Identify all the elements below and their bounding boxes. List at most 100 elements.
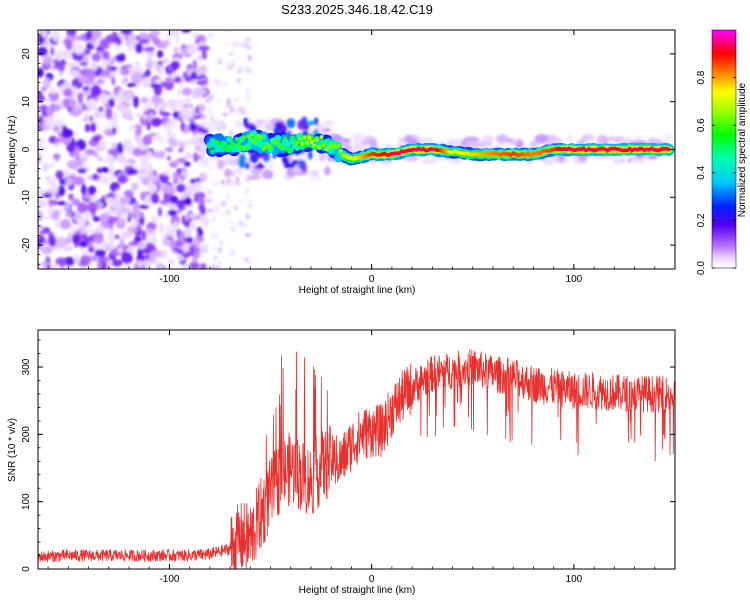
spectrogram-cell: [237, 77, 241, 83]
spectrogram-cell: [233, 205, 238, 210]
spectrogram-cell: [81, 183, 87, 196]
spectrogram-cell: [38, 209, 43, 222]
spectrogram-cell: [161, 238, 171, 246]
spectrogram-cell: [245, 260, 252, 264]
spectrogram-cell: [200, 156, 216, 162]
spectrogram-cell: [38, 110, 42, 118]
spectrogram-cell: [99, 213, 110, 223]
spectrogram-cell: [147, 221, 157, 230]
spectrogram-ridge-track: [203, 129, 675, 166]
spectrogram-cell: [130, 220, 139, 228]
ridge-cell: [222, 146, 227, 151]
ridge-cell: [295, 141, 300, 145]
spectrogram-cell: [236, 69, 242, 75]
spectrogram-cell: [105, 107, 113, 120]
spectrogram-cell: [224, 40, 229, 46]
spectrogram-cell: [119, 67, 131, 76]
spectrogram-cell: [219, 240, 224, 246]
ridge-cell: [244, 145, 249, 150]
colorbar-label: Normalized spectral amplitude: [737, 82, 748, 217]
spectrogram-cell: [45, 106, 55, 117]
spectrogram-cell: [170, 195, 179, 205]
spectrogram-cell: [87, 246, 95, 253]
spectrogram-cell: [141, 176, 151, 186]
spectrogram-cell: [140, 157, 148, 167]
spectrogram-cell: [566, 134, 573, 142]
spectrogram-cell: [63, 246, 73, 251]
spectrogram-cell: [177, 157, 187, 164]
spectrogram-cell: [145, 60, 154, 70]
spectrogram-cell: [152, 176, 157, 185]
spectrogram-cell: [224, 168, 232, 178]
spectrogram-cell: [184, 97, 191, 104]
spectrogram-cell: [107, 231, 116, 243]
spectrogram-cell: [117, 247, 123, 254]
spectrogram-cell: [181, 30, 192, 33]
spectrogram-cell: [238, 168, 244, 176]
spectrogram-cell: [77, 202, 88, 214]
spectrogram-cell: [182, 71, 188, 79]
spectrogram-cell: [90, 122, 97, 133]
spectrogram-cell: [91, 30, 102, 39]
spectrogram-cell: [42, 43, 54, 48]
spectrogram-cell: [608, 136, 615, 141]
spectrogram-cell: [244, 188, 250, 195]
spectrogram-cell: [84, 148, 96, 156]
spectrogram-cell: [47, 199, 58, 204]
spectrogram-cell: [66, 142, 76, 153]
spectrogram-cell: [351, 133, 366, 143]
spectrogram-cell: [65, 38, 72, 50]
x-tick-label: 100: [566, 574, 583, 585]
spectrogram-cell: [243, 257, 249, 261]
snr-y-label: SNR (10 * v/v): [7, 418, 18, 482]
ridge-cell: [294, 144, 301, 151]
spectrogram-cell: [132, 147, 143, 157]
spectrogram-cell: [176, 183, 186, 193]
spectrogram-cell: [124, 140, 133, 149]
spectrogram-cell: [196, 226, 202, 233]
spectrogram-cell: [596, 136, 604, 146]
spectrogram-cell: [117, 174, 128, 184]
spectrogram-cell: [38, 106, 44, 111]
spectrogram-cell: [180, 121, 185, 132]
spectrogram-cell: [238, 198, 243, 204]
spectrogram-cell: [42, 193, 53, 198]
spectrogram-cell: [99, 92, 109, 104]
spectrogram-cell: [246, 199, 253, 204]
ridge-cell: [268, 144, 273, 149]
spectrogram-cell: [132, 96, 139, 108]
ridge-cell: [300, 141, 305, 146]
spectrogram-cell: [71, 233, 81, 244]
spectrogram-cell: [144, 242, 156, 252]
spectrogram-cell: [104, 129, 114, 136]
spectrogram-cell: [194, 250, 201, 259]
y-tick-label: 200: [21, 426, 32, 443]
spectrogram-cell: [38, 94, 46, 103]
spectrogram-cell: [89, 240, 94, 248]
spectrogram-cell: [173, 159, 180, 166]
spectrogram-cell: [187, 64, 194, 70]
ridge-cell: [290, 135, 295, 140]
spectrogram-cell: [81, 249, 89, 256]
spectrogram-cell: [173, 220, 178, 231]
ridge-cell: [220, 140, 224, 145]
spectrogram-cell: [126, 82, 137, 88]
spectrogram-cell: [151, 249, 162, 258]
spectrogram-cell: [121, 252, 133, 264]
spectrogram-cell: [111, 77, 116, 86]
spectrogram-cell: [59, 59, 67, 67]
spectrogram-cell: [54, 138, 62, 144]
spectrogram-cell: [40, 243, 51, 249]
spectrogram-cell: [83, 113, 90, 123]
spectrogram-cell: [61, 128, 73, 139]
spectrogram-cell: [172, 132, 177, 141]
spectrogram-cell: [161, 58, 169, 64]
spectrogram-cell: [162, 42, 167, 50]
spectrogram-y-label: Frequency (Hz): [7, 116, 18, 185]
spectrogram-cell: [157, 103, 168, 109]
spectrogram-cell: [184, 220, 190, 228]
spectrogram-cell: [119, 208, 132, 213]
spectrogram-cell: [68, 193, 74, 201]
spectrogram-cell: [38, 137, 44, 144]
spectrogram-cell: [38, 195, 43, 204]
